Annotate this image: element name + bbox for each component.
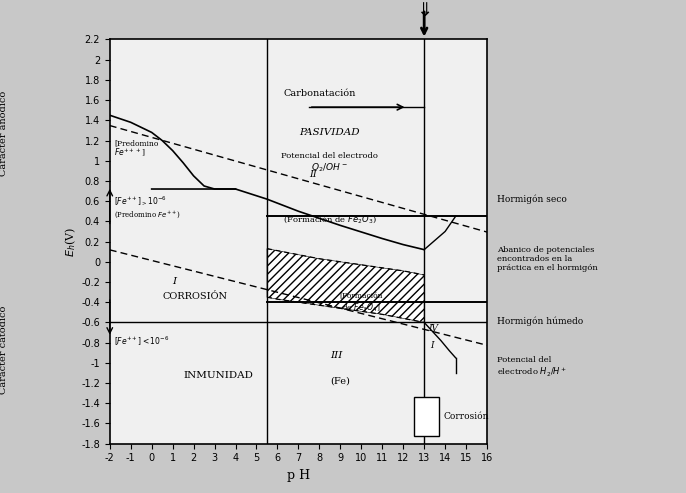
Text: I: I xyxy=(173,277,177,286)
Text: Carácter anódico: Carácter anódico xyxy=(0,91,8,176)
Text: (Predomino $Fe^{++}$): (Predomino $Fe^{++}$) xyxy=(114,210,180,220)
Text: ⇓: ⇓ xyxy=(416,0,432,20)
X-axis label: p H: p H xyxy=(287,469,310,482)
Text: I: I xyxy=(431,341,434,350)
Y-axis label: $E_h$(V): $E_h$(V) xyxy=(64,226,78,257)
Text: (Fe): (Fe) xyxy=(330,376,350,385)
Text: Hormigón húmedo: Hormigón húmedo xyxy=(497,317,584,326)
Text: Carácter catódico: Carácter catódico xyxy=(0,306,8,394)
Polygon shape xyxy=(267,248,424,322)
Text: Potencial del
electrodo $H_2/H^+$: Potencial del electrodo $H_2/H^+$ xyxy=(497,356,568,380)
Text: $[Fe^{++}]<10^{-6}$: $[Fe^{++}]<10^{-6}$ xyxy=(114,334,169,348)
Text: II: II xyxy=(309,170,317,179)
Text: [Formación
de $Fe_3O_4$]: [Formación de $Fe_3O_4$] xyxy=(340,291,383,314)
Text: Potencial del electrodo: Potencial del electrodo xyxy=(281,152,378,160)
Text: Abanico de potenciales
encontrados en la
práctica en el hormigón: Abanico de potenciales encontrados en la… xyxy=(497,246,598,273)
Bar xyxy=(414,397,439,436)
Text: CORROSIÓN: CORROSIÓN xyxy=(162,292,227,301)
Text: Carbonatación: Carbonatación xyxy=(283,89,355,98)
Text: $O_2/OH^-$: $O_2/OH^-$ xyxy=(311,162,348,174)
Text: [Predomino: [Predomino xyxy=(114,140,158,147)
Text: III: III xyxy=(330,351,342,360)
Text: IV: IV xyxy=(428,323,438,332)
Text: Hormigón seco: Hormigón seco xyxy=(497,194,567,204)
Text: PASIVIDAD: PASIVIDAD xyxy=(300,128,360,137)
Text: $Fe^{+++}$]: $Fe^{+++}$] xyxy=(114,147,145,159)
Text: Corrosión: Corrosión xyxy=(443,412,488,421)
Text: INMUNIDAD: INMUNIDAD xyxy=(183,371,253,380)
Text: $[Fe^{++}]_>10^{-6}$: $[Fe^{++}]_>10^{-6}$ xyxy=(114,195,167,209)
Text: (Formación de $Fe_2O_3$): (Formación de $Fe_2O_3$) xyxy=(283,213,377,225)
